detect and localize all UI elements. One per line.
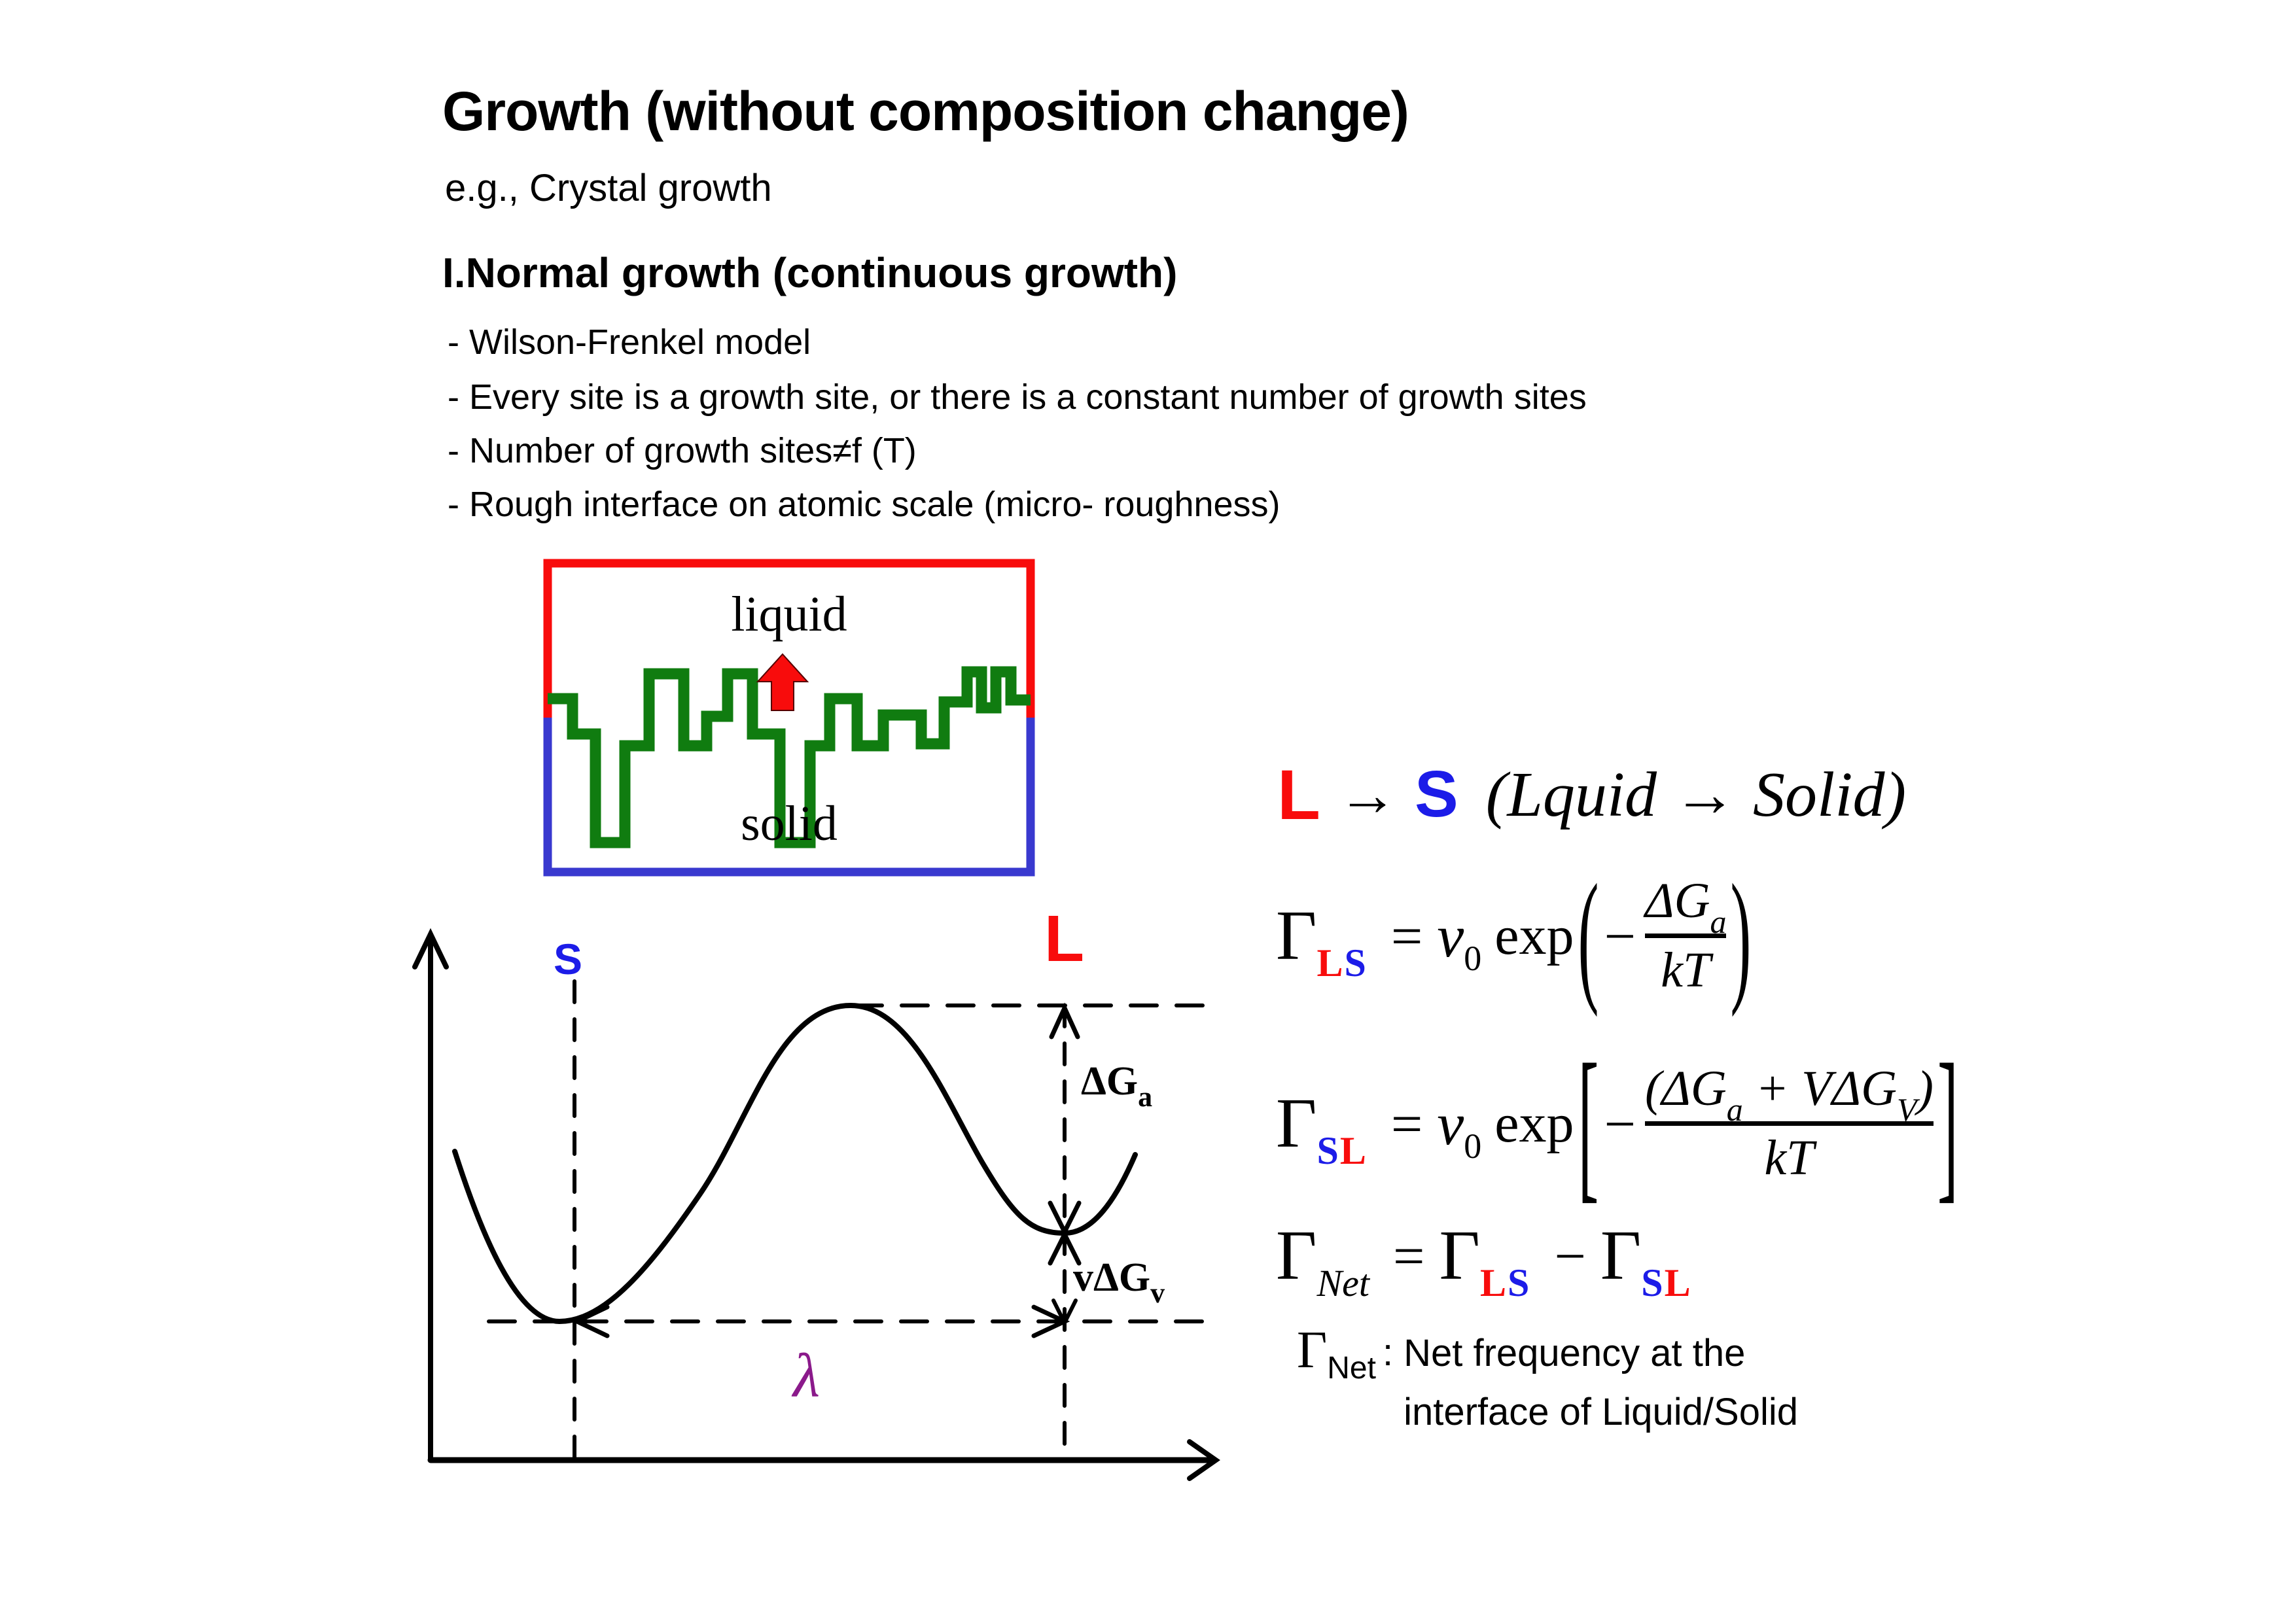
eq3-gamma-sl: Γ bbox=[1600, 1216, 1642, 1295]
solid-region-label: solid bbox=[741, 796, 838, 851]
energy-graph bbox=[412, 928, 1220, 1481]
bullet-wilson-frenkel: - Wilson-Frenkel model bbox=[448, 323, 811, 362]
volume-energy-sub: v bbox=[1150, 1277, 1165, 1309]
eq3-sl-l: L bbox=[1664, 1261, 1692, 1304]
eq2-nu-sub: 0 bbox=[1464, 1126, 1482, 1166]
growth-direction-arrow-icon bbox=[756, 653, 809, 711]
eq3-gamma-ls: Γ bbox=[1439, 1216, 1480, 1295]
eq3-sub-net: Net bbox=[1316, 1262, 1369, 1304]
subtitle: e.g., Crystal growth bbox=[445, 167, 772, 209]
eq2-exp: exp bbox=[1494, 1093, 1574, 1154]
eq1-nu-sub: 0 bbox=[1464, 938, 1482, 978]
lambda-left-arrow-icon bbox=[571, 1304, 610, 1338]
eq2-gamma: Γ bbox=[1276, 1084, 1317, 1162]
eq1-fraction: ΔGa kT bbox=[1644, 873, 1727, 1000]
eq3-equals: = bbox=[1392, 1224, 1425, 1287]
free-energy-curve bbox=[452, 1002, 1138, 1325]
equation-gamma-ls: Γ LS = ν 0 exp ( − ΔGa kT ) bbox=[1276, 849, 1751, 1022]
eq1-equals: = bbox=[1390, 904, 1423, 968]
eq2-denominator: kT bbox=[1764, 1130, 1814, 1185]
eq2-fraction-bar bbox=[1644, 1121, 1934, 1126]
vdgv-top-arrow-icon bbox=[1048, 1229, 1082, 1266]
eq3-gamma-net: Γ bbox=[1276, 1216, 1317, 1295]
eq1-open-paren: ( bbox=[1578, 852, 1599, 1018]
eq2-num-dg: ΔG bbox=[1831, 1060, 1898, 1116]
volume-energy-label: vΔGv bbox=[1073, 1255, 1165, 1309]
eq2-num-v: V bbox=[1801, 1060, 1832, 1116]
liquid-border bbox=[543, 559, 1035, 718]
liquid-well-label: L bbox=[1044, 902, 1085, 975]
eq2-numerator: (ΔGa + VΔGV) bbox=[1644, 1060, 1934, 1128]
eq1-denominator: kT bbox=[1661, 943, 1711, 998]
reaction-arrow-icon: → bbox=[1337, 761, 1398, 828]
eq3-ls-l: L bbox=[1479, 1261, 1508, 1304]
gamma-net-note: Γ Net : Net frequency at the interface o… bbox=[1297, 1324, 1798, 1442]
eq2-minus: − bbox=[1604, 1092, 1636, 1155]
eq2-num-plus: + bbox=[1742, 1060, 1802, 1116]
eq3-subscript-sl: SL bbox=[1641, 1261, 1691, 1306]
eq3-subscript-ls: LS bbox=[1480, 1261, 1530, 1306]
eq1-num-dg: ΔG bbox=[1644, 873, 1710, 928]
eq1-num-sub: a bbox=[1710, 903, 1727, 940]
eq1-exp: exp bbox=[1494, 905, 1574, 966]
eq1-minus: − bbox=[1604, 904, 1636, 968]
volume-energy-main: vΔG bbox=[1073, 1255, 1151, 1300]
note-gamma: Γ bbox=[1297, 1321, 1328, 1379]
eq3-minus: − bbox=[1554, 1224, 1586, 1287]
dga-top-arrow-icon bbox=[1049, 1002, 1080, 1039]
eq2-open-bracket: [ bbox=[1578, 1028, 1599, 1217]
equation-gamma-net: Γ Net = Γ LS − Γ SL bbox=[1276, 1212, 1701, 1304]
note-colon: : bbox=[1382, 1331, 1394, 1374]
eq2-sub-l: L bbox=[1339, 1129, 1368, 1172]
activation-energy-main: ΔG bbox=[1081, 1059, 1139, 1104]
y-axis-arrow-icon bbox=[412, 928, 449, 969]
eq1-subscript: LS bbox=[1316, 941, 1367, 986]
eq2-close-bracket: ] bbox=[1937, 1028, 1958, 1217]
bullet-rough-interface: - Rough interface on atomic scale (micro… bbox=[448, 485, 1280, 524]
eq2-subscript: SL bbox=[1316, 1128, 1367, 1174]
eq1-sub-s: S bbox=[1344, 941, 1368, 985]
eq2-sub-s: S bbox=[1316, 1129, 1340, 1172]
note-line2: interface of Liquid/Solid bbox=[1404, 1390, 1799, 1433]
x-axis-arrow-icon bbox=[1187, 1439, 1220, 1481]
eq2-fraction: (ΔGa + VΔGV) kT bbox=[1644, 1060, 1934, 1187]
bullet-growth-sites: - Every site is a growth site, or there … bbox=[448, 377, 1587, 417]
activation-energy-label: ΔGa bbox=[1081, 1058, 1152, 1113]
eq1-sub-l: L bbox=[1316, 941, 1345, 985]
jump-distance-label: λ bbox=[793, 1341, 821, 1410]
eq1-nu: ν bbox=[1437, 902, 1464, 969]
eq1-close-paren: ) bbox=[1730, 852, 1752, 1018]
eq1-gamma: Γ bbox=[1276, 896, 1317, 975]
eq1-fraction-bar bbox=[1644, 934, 1727, 938]
solid-well-label: S bbox=[554, 935, 583, 983]
eq3-ls-s: S bbox=[1507, 1261, 1531, 1304]
eq2-nu: ν bbox=[1437, 1090, 1464, 1157]
eq2-num-close: ) bbox=[1916, 1060, 1934, 1116]
equation-gamma-sl: Γ SL = ν 0 exp [ − (ΔGa + VΔGV) kT ] bbox=[1276, 1027, 1958, 1220]
eq3-sl-s: S bbox=[1641, 1261, 1665, 1304]
note-line1: Net frequency at the bbox=[1404, 1332, 1746, 1374]
eq2-num-sub-v: V bbox=[1897, 1091, 1917, 1128]
interface-step-line bbox=[548, 666, 1031, 848]
section-heading: I.Normal growth (continuous growth) bbox=[442, 249, 1178, 296]
vdgv-down-arrow-icon bbox=[1051, 1299, 1078, 1327]
eq2-equals: = bbox=[1390, 1092, 1423, 1155]
interface-diagram bbox=[543, 559, 1035, 877]
page-title: Growth (without composition change) bbox=[442, 80, 1409, 142]
note-sub-net: Net bbox=[1327, 1351, 1376, 1386]
reaction-annotation: (Lquid → Solid) bbox=[1485, 759, 1907, 830]
reaction-liquid: L bbox=[1277, 755, 1320, 834]
reaction-header: L → S (Lquid → Solid) bbox=[1277, 754, 1906, 835]
eq1-numerator: ΔGa bbox=[1644, 873, 1727, 940]
eq2-num-sub-a: a bbox=[1726, 1091, 1743, 1128]
bullet-sites-not-ft: - Number of growth sites≠f (T) bbox=[448, 431, 917, 470]
activation-energy-sub: a bbox=[1138, 1081, 1153, 1113]
solid-border bbox=[543, 718, 1035, 877]
liquid-region-label: liquid bbox=[731, 587, 847, 642]
eq2-num-open: (ΔG bbox=[1644, 1060, 1727, 1116]
note-text: Net frequency at the interface of Liquid… bbox=[1404, 1324, 1798, 1442]
reaction-solid: S bbox=[1414, 758, 1458, 831]
